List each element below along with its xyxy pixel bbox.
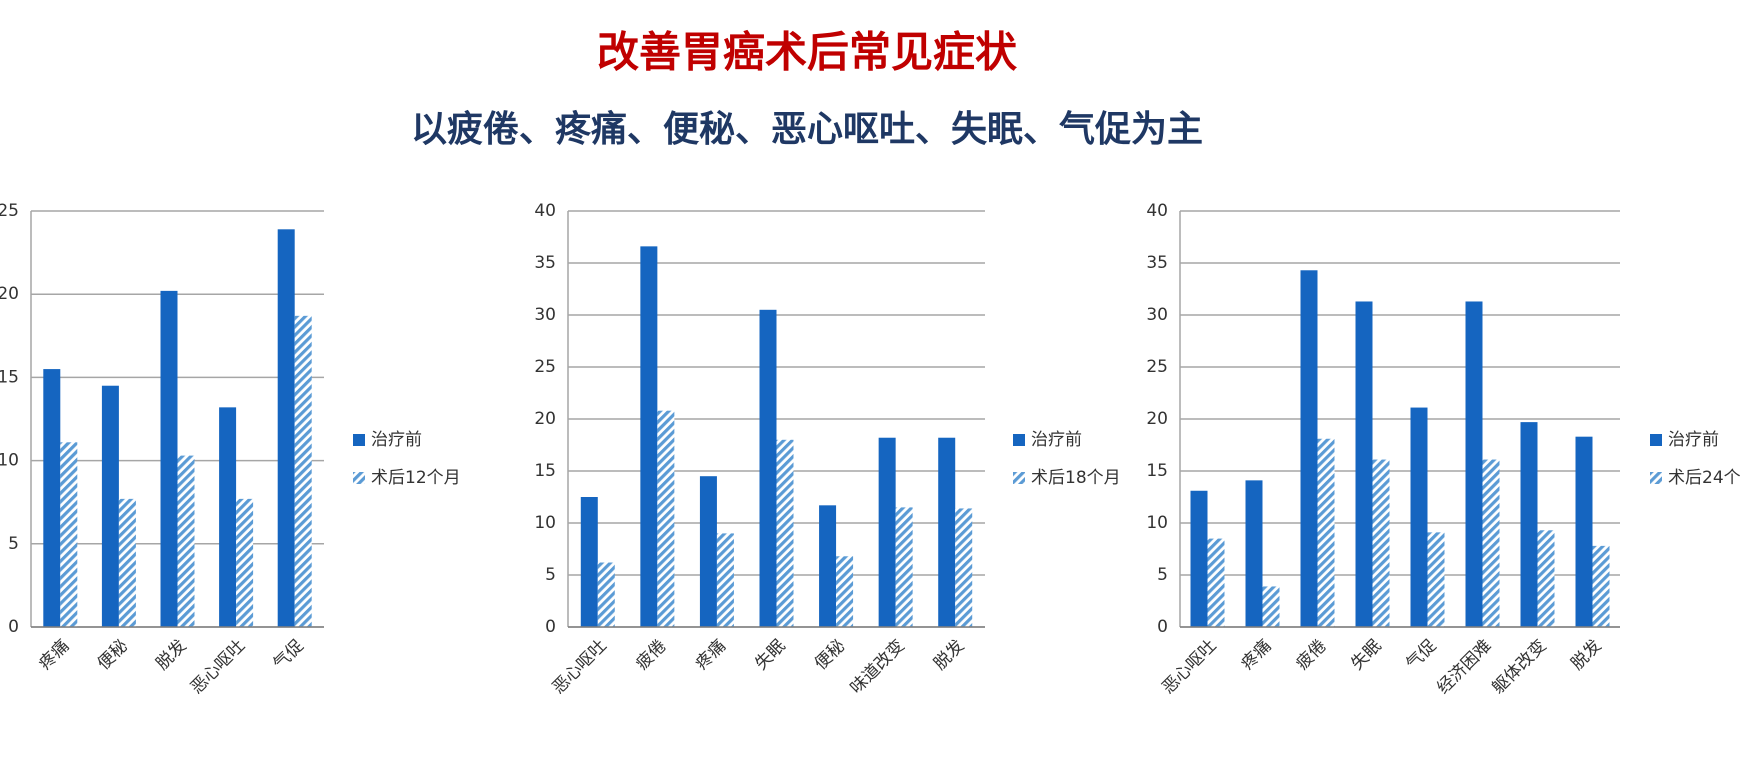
y-tick-label: 25 [0, 201, 19, 221]
bar [657, 410, 675, 627]
bar [1207, 538, 1225, 627]
bar [294, 315, 312, 627]
y-tick-label: 5 [545, 565, 556, 585]
bar [895, 507, 913, 627]
bar [236, 498, 254, 627]
x-tick-label: 气促 [1402, 636, 1440, 674]
bar [1410, 407, 1428, 627]
y-tick-label: 10 [1146, 513, 1168, 533]
x-tick-label: 疼痛 [692, 636, 730, 674]
legend-swatch [353, 472, 365, 484]
legend-swatch [1013, 434, 1025, 446]
bar [1262, 586, 1280, 627]
x-tick-label: 便秘 [811, 636, 849, 674]
bar [955, 508, 973, 627]
bar [1592, 545, 1610, 627]
bar [640, 246, 658, 628]
bar [177, 455, 195, 627]
bar [43, 369, 61, 627]
y-tick-label: 0 [1157, 617, 1168, 637]
x-tick-label: 恶心呕吐 [549, 636, 611, 698]
bar [1317, 438, 1335, 627]
bar [836, 556, 854, 627]
bar [1575, 436, 1593, 627]
bar [1427, 532, 1445, 627]
bar [1300, 270, 1318, 627]
bar [878, 437, 896, 627]
bar [938, 437, 956, 627]
y-tick-label: 35 [534, 253, 556, 273]
x-tick-label: 脱发 [152, 636, 190, 674]
bar [219, 407, 237, 627]
y-tick-label: 40 [1146, 201, 1168, 221]
bar [60, 442, 78, 627]
legend-swatch [353, 434, 365, 446]
x-tick-label: 气促 [270, 636, 308, 674]
bar [759, 309, 777, 627]
bar [597, 562, 615, 627]
x-tick-label: 恶心呕吐 [1158, 636, 1220, 698]
x-tick-label: 疼痛 [35, 636, 73, 674]
bar [1190, 490, 1208, 627]
legend-swatch [1013, 472, 1025, 484]
y-tick-label: 5 [8, 534, 19, 554]
y-tick-label: 15 [534, 461, 556, 481]
y-tick-label: 20 [1146, 409, 1168, 429]
bar [1482, 459, 1500, 627]
legend-label: 术后24个月 [1668, 468, 1740, 488]
y-tick-label: 25 [1146, 357, 1168, 377]
legend-swatch [1650, 472, 1662, 484]
bar [776, 439, 794, 627]
x-tick-label: 脱发 [930, 636, 968, 674]
y-tick-label: 35 [1146, 253, 1168, 273]
y-tick-label: 30 [534, 305, 556, 325]
bar [580, 497, 598, 627]
slide-subtitle: 以疲倦、疼痛、便秘、恶心呕吐、失眠、气促为主 [411, 109, 1203, 150]
bar [819, 505, 837, 627]
bar [716, 533, 734, 627]
legend-label: 术后18个月 [1031, 468, 1121, 488]
bar [101, 385, 119, 627]
x-tick-label: 恶心呕吐 [187, 636, 249, 698]
bar [277, 229, 295, 627]
bar [1372, 459, 1390, 627]
y-tick-label: 10 [534, 513, 556, 533]
legend-label: 治疗前 [1668, 430, 1719, 450]
x-tick-label: 经济困难 [1433, 636, 1495, 698]
slide-title: 改善胃癌术后常见症状 [597, 28, 1018, 77]
x-tick-label: 疼痛 [1237, 636, 1275, 674]
bar [1465, 301, 1483, 627]
y-tick-label: 15 [1146, 461, 1168, 481]
x-tick-label: 便秘 [94, 636, 132, 674]
y-tick-label: 40 [534, 201, 556, 221]
x-tick-label: 味道改变 [846, 636, 908, 698]
x-tick-label: 躯体改变 [1488, 636, 1550, 698]
y-tick-label: 20 [0, 284, 19, 304]
y-tick-label: 15 [0, 367, 19, 387]
y-tick-label: 30 [1146, 305, 1168, 325]
bar [118, 498, 136, 627]
x-tick-label: 疲倦 [632, 636, 670, 674]
legend-label: 术后12个月 [371, 468, 461, 488]
x-tick-label: 疲倦 [1292, 636, 1330, 674]
bar [160, 290, 178, 627]
y-tick-label: 20 [534, 409, 556, 429]
y-tick-label: 0 [8, 617, 19, 637]
bar [1537, 530, 1555, 627]
bar [1245, 480, 1263, 627]
y-tick-label: 5 [1157, 565, 1168, 585]
bar [1355, 301, 1373, 627]
y-tick-label: 0 [545, 617, 556, 637]
legend-swatch [1650, 434, 1662, 446]
x-tick-label: 脱发 [1567, 636, 1605, 674]
x-tick-label: 失眠 [1347, 636, 1385, 674]
x-tick-label: 失眠 [751, 636, 789, 674]
bar [1520, 422, 1538, 627]
legend-label: 治疗前 [1031, 430, 1082, 450]
legend-label: 治疗前 [371, 430, 422, 450]
bar [699, 476, 717, 627]
y-tick-label: 25 [534, 357, 556, 377]
y-tick-label: 10 [0, 451, 19, 471]
